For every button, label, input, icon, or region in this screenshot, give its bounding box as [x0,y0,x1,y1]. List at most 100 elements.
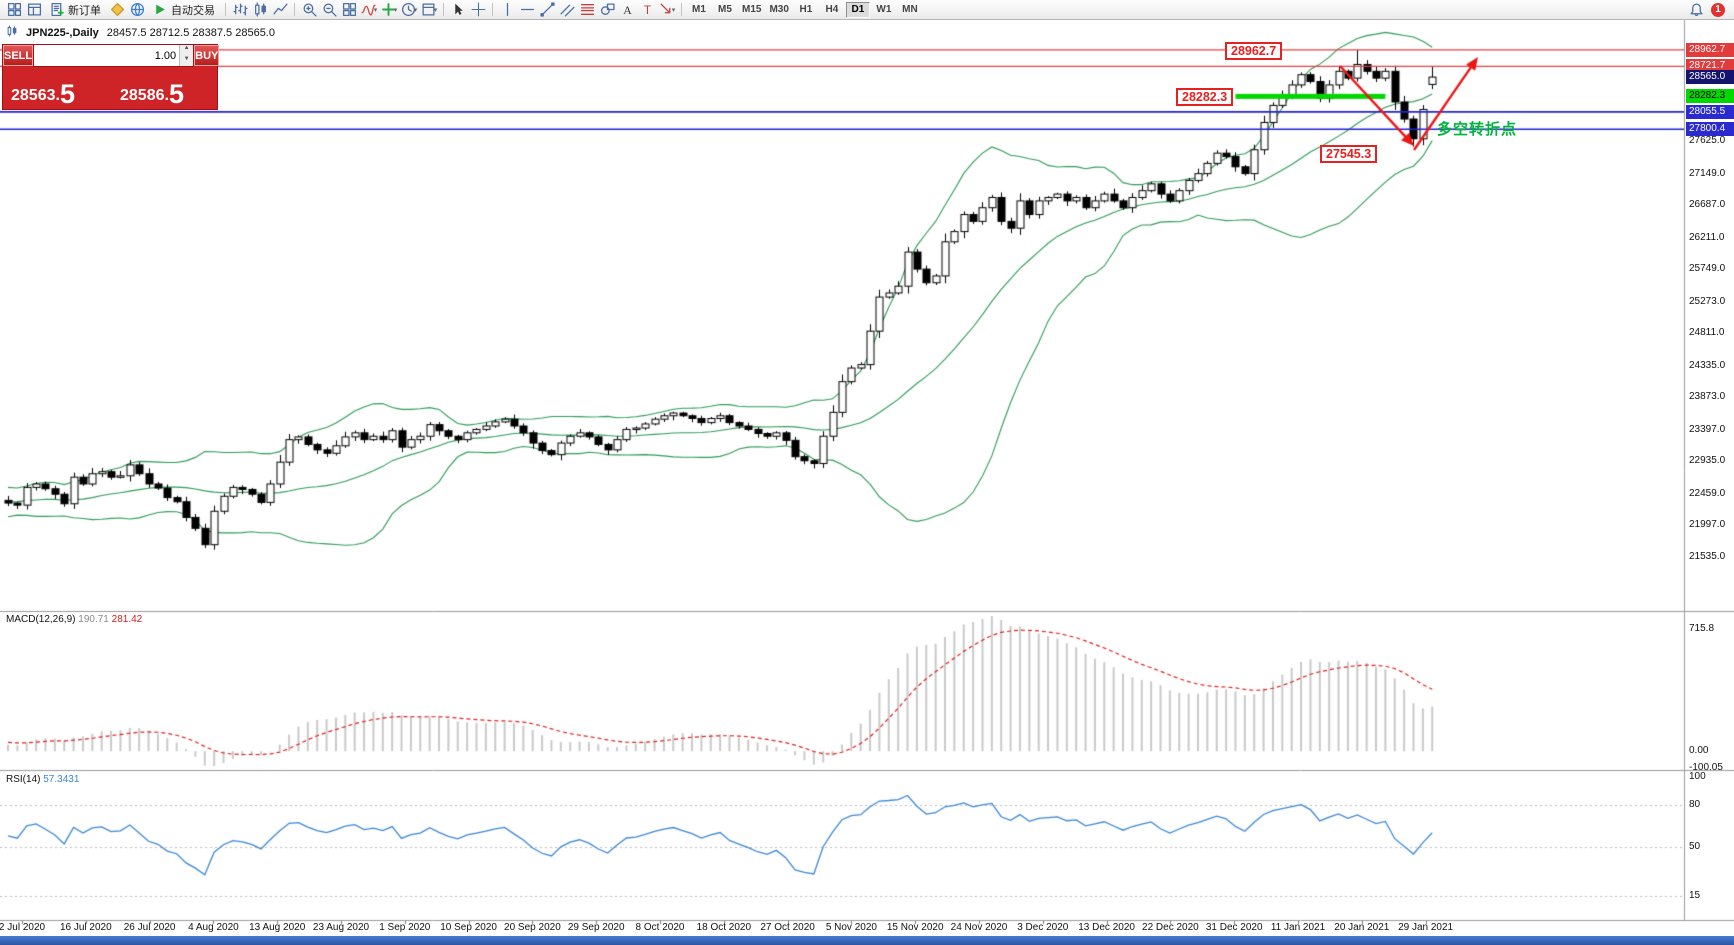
zoom-in-icon[interactable] [299,1,319,18]
timeframe-h4[interactable]: H4 [825,4,839,15]
cursor-icon[interactable] [448,1,468,18]
axis-price-label: 28962.7 [1686,42,1734,57]
volume-up-icon[interactable]: ▲ [180,45,194,56]
toolbar-separator [492,3,493,16]
price-annotation-box[interactable]: 28962.7 [1225,42,1283,60]
axis-price-label: -100.05 [1689,762,1723,773]
volume-input[interactable] [34,45,180,66]
date-axis-label: 22 Dec 2020 [1142,922,1199,933]
buy-button[interactable]: BUY [194,45,220,66]
bottom-bar [0,936,1734,945]
horizontal-line-icon[interactable] [517,1,537,18]
date-axis-label: 23 Aug 2020 [312,922,370,933]
templates-icon[interactable]: ▾ [419,1,439,18]
axis-price-label: 22459.0 [1689,487,1726,499]
timeframe-w1[interactable]: W1 [876,4,892,15]
axis-price-label: 27625.0 [1689,135,1726,147]
metaeditor-icon[interactable] [107,1,127,18]
axis-price-label: 50 [1689,841,1701,852]
timeframe-mn[interactable]: MN [902,4,918,15]
new-order-button[interactable]: 新订单 [44,1,107,18]
date-axis-label: 13 Dec 2020 [1078,922,1135,933]
date-axis-label: 5 Nov 2020 [825,922,877,933]
one-click-trading-panel: SELL ▲ ▼ BUY 28563.5 28586.5 [2,44,220,110]
timeframe-m15[interactable]: M15 [742,4,762,15]
date-axis-label: 11 Jan 2021 [1270,922,1326,933]
axis-price-label: 24335.0 [1689,359,1726,371]
crosshair-icon[interactable] [468,1,488,18]
axis-price-label: 27800.4 [1686,122,1734,137]
price-annotation-box[interactable]: 28282.3 [1176,88,1234,106]
axis-price-label: 15 [1689,890,1701,901]
notification-badge[interactable]: 1 [1711,2,1725,17]
channel-icon[interactable] [557,1,577,18]
axis-price-label: 715.8 [1689,623,1715,635]
bar-chart-icon[interactable] [230,1,250,18]
date-axis-label: 4 Aug 2020 [188,922,239,933]
axis-price-label: 23873.0 [1689,391,1726,403]
timeframe-m1[interactable]: M1 [692,4,706,15]
date-axis-label: 13 Aug 2020 [249,922,306,933]
date-axis-label: 16 Jul 2020 [59,922,112,933]
label-icon[interactable]: T [637,1,657,18]
date-axis-label: 24 Nov 2020 [950,922,1008,933]
buy-price[interactable]: 28586. 5 [120,79,184,109]
indicators-list-icon[interactable]: ▾ [359,1,379,18]
axis-price-label: 28565.0 [1686,70,1734,85]
date-axis-label: 26 Jul 2020 [123,922,176,933]
sell-button[interactable]: SELL [3,45,34,66]
date-axis-label: 31 Dec 2020 [1205,922,1263,933]
date-axis-label: 10 Sep 2020 [440,922,497,933]
chart-window-icon [6,25,18,40]
date-axis-label: 2 Jul 2020 [0,922,46,933]
ohlc-values: 28457.5 28712.5 28387.5 28565.0 [106,26,275,39]
axis-price-label: 21535.0 [1689,550,1726,562]
trendline-icon[interactable] [537,1,557,18]
toolbar-separator [294,3,295,16]
timeframe-h1[interactable]: H1 [799,4,813,15]
axis-price-label: 28721.7 [1686,59,1734,74]
add-indicator-icon[interactable]: ▾ [379,1,399,18]
timeframe-d1[interactable]: D1 [845,1,870,18]
axis-price-label: 26687.0 [1689,199,1726,211]
date-axis-label: 20 Sep 2020 [504,922,561,933]
price-annotation-box[interactable]: 27545.3 [1320,145,1378,163]
axis-price-label: 24811.0 [1689,327,1725,339]
tile-windows-icon[interactable] [339,1,359,18]
timeframe-m30[interactable]: M30 [769,4,789,15]
svg-text:A: A [623,4,632,17]
date-axis-label: 27 Oct 2020 [760,922,815,933]
profiles-icon[interactable] [24,1,44,18]
date-axis-label: 15 Nov 2020 [886,922,944,933]
axis-price-label: 23397.0 [1689,423,1726,435]
axis-price-label: 28055.5 [1686,104,1734,119]
autotrading-button[interactable]: 自动交易 [147,1,221,18]
zoom-out-icon[interactable] [319,1,339,18]
arrows-icon[interactable]: ▾ [657,1,677,18]
fibonacci-icon[interactable] [577,1,597,18]
candlestick-chart-icon[interactable] [250,1,270,18]
axis-price-label: 80 [1689,799,1701,810]
symbol-timeframe-label: JPN225-,Daily [26,26,99,39]
axis-price-label: 25749.0 [1689,263,1726,275]
sell-price[interactable]: 28563. 5 [11,79,75,109]
periodicity-icon[interactable]: ▾ [399,1,419,18]
line-chart-icon[interactable] [270,1,290,18]
axis-price-label: 0.00 [1689,745,1709,757]
community-icon[interactable] [127,1,147,18]
toolbar-separator [443,3,444,16]
alerts-icon[interactable] [1686,1,1706,18]
text-icon[interactable]: A [617,1,637,18]
axis-price-label: 26211.0 [1689,231,1725,243]
date-axis-label: 20 Jan 2021 [1334,922,1390,933]
timeframe-m5[interactable]: M5 [718,4,732,15]
vertical-line-icon[interactable] [497,1,517,18]
turning-point-label[interactable]: 多空转折点 [1437,121,1518,138]
volume-down-icon[interactable]: ▼ [180,55,194,66]
shapes-icon[interactable] [597,1,617,18]
date-axis-label: 3 Dec 2020 [1017,922,1069,933]
toolbar-separator [681,3,682,16]
axis-price-label: 27149.0 [1689,167,1726,179]
new-chart-icon[interactable] [4,1,24,18]
